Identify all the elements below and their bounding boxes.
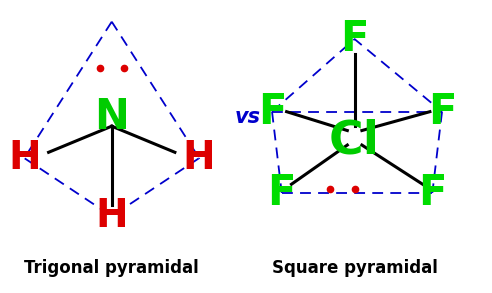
Text: Cl: Cl [329, 118, 380, 163]
Text: F: F [428, 91, 456, 133]
Text: H: H [95, 197, 128, 235]
Text: F: F [340, 18, 369, 60]
Text: Trigonal pyramidal: Trigonal pyramidal [25, 259, 199, 277]
Text: H: H [183, 139, 215, 177]
Text: vs: vs [235, 108, 261, 127]
Text: F: F [418, 172, 447, 214]
Text: F: F [268, 172, 296, 214]
Text: N: N [94, 96, 129, 139]
Text: Square pyramidal: Square pyramidal [272, 259, 437, 277]
Text: H: H [8, 139, 41, 177]
Text: F: F [258, 91, 286, 133]
